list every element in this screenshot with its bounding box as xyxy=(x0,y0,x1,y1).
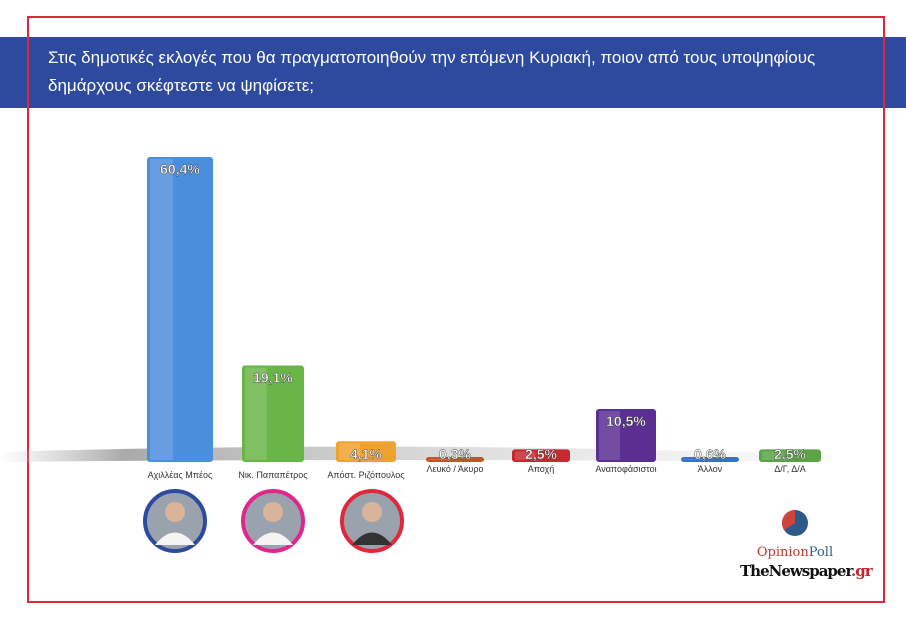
logo-text: TheNewspaper xyxy=(740,562,852,580)
logo-text: Opinion xyxy=(756,545,809,560)
candidate-body xyxy=(352,532,392,545)
bar-highlight xyxy=(245,367,267,460)
bar-5 xyxy=(512,449,570,462)
bar-8 xyxy=(759,449,821,462)
pie-logo-icon xyxy=(781,509,808,536)
bar-7 xyxy=(681,457,739,462)
candidate-face xyxy=(165,502,185,522)
candidate-body xyxy=(253,532,293,545)
bar-1 xyxy=(147,157,213,462)
logo-text: .gr xyxy=(851,562,873,580)
category-label: Δ/Γ, Δ/Α xyxy=(774,464,806,474)
category-label: Λευκό / Άκυρο xyxy=(427,464,484,474)
candidate-face xyxy=(263,502,283,522)
data-label: 60,4% xyxy=(160,161,200,177)
title-band xyxy=(0,37,906,108)
category-label: Αποχή xyxy=(528,464,555,474)
chart-title: Στις δημοτικές εκλογές που θα πραγματοπο… xyxy=(48,48,816,95)
bar-2 xyxy=(242,365,304,462)
category-label: Νικ. Παπαπέτρος xyxy=(238,470,308,480)
bar-highlight xyxy=(762,451,784,460)
data-label: 4,1% xyxy=(350,446,382,462)
category-label: Απόστ. Ριζόπουλος xyxy=(327,470,405,480)
bar-highlight xyxy=(429,459,450,460)
data-label: 19,1% xyxy=(253,370,293,386)
data-label: 10,5% xyxy=(606,413,646,429)
bar-highlight xyxy=(339,443,360,460)
category-label: Αναποφάσιστοι xyxy=(595,464,656,474)
bar-highlight xyxy=(150,159,174,460)
bar-6 xyxy=(596,408,656,462)
bar-highlight xyxy=(684,459,705,460)
data-label: 2,5% xyxy=(774,446,806,462)
category-label: Αχιλλέας Μπέος xyxy=(148,470,213,480)
thenewspaper-logo: TheNewspaper.gr xyxy=(740,562,873,580)
data-label: 2,5% xyxy=(525,446,557,462)
bar-highlight xyxy=(515,451,536,460)
category-label: Άλλον xyxy=(698,464,723,474)
candidate-face xyxy=(362,502,382,522)
opinion-poll-logo: OpinionPoll xyxy=(740,508,850,560)
candidate-body xyxy=(155,532,195,545)
data-label: 0,3% xyxy=(439,446,471,462)
bar-4 xyxy=(426,457,484,462)
frame-border xyxy=(27,16,885,603)
logo-text: Poll xyxy=(808,545,834,560)
bar-3 xyxy=(336,441,396,462)
data-label: 0,6% xyxy=(694,446,726,462)
bar-highlight xyxy=(599,410,620,460)
